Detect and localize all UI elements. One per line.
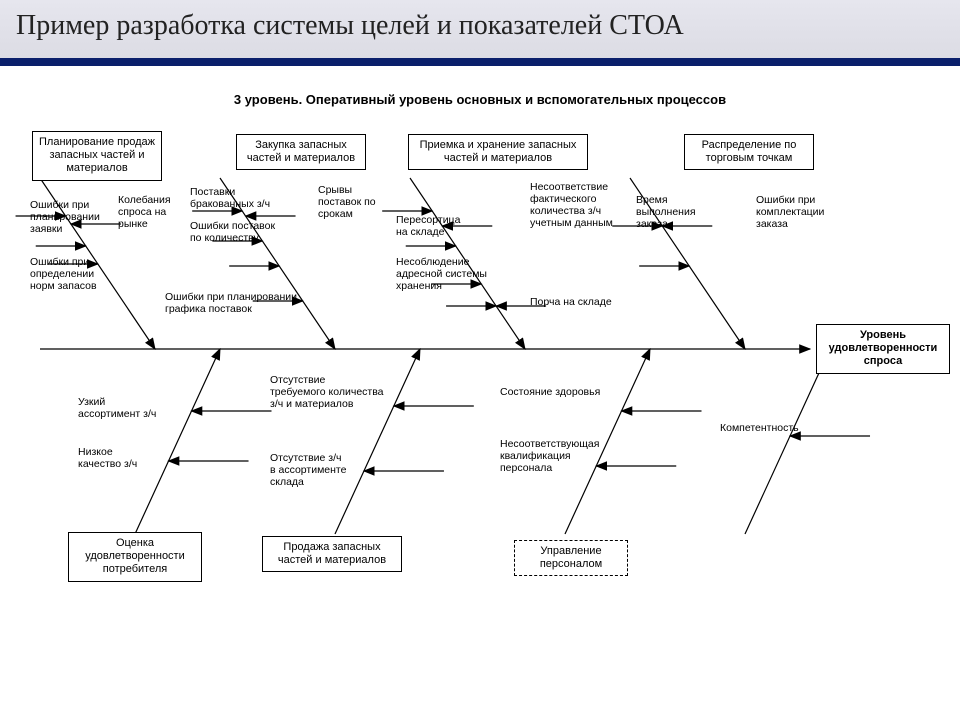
l3-1: Несоответствующая квалификация персонала <box>500 438 599 474</box>
u3l-1: Несоблюдение адресной системы хранения <box>396 256 487 292</box>
cat-box-evaluation: Оценка удовлетворенности потребителя <box>68 532 202 582</box>
u2r-0: Срывы поставок по срокам <box>318 184 376 220</box>
effect-box: Уровень удовлетворенности спроса <box>816 324 950 374</box>
cat-box-hr: Управление персоналом <box>514 540 628 576</box>
u2l-0: Поставки бракованных з/ч <box>190 186 270 210</box>
u3l-0: Пересортица на складе <box>396 214 460 238</box>
l1-1: Низкое качество з/ч <box>78 446 137 470</box>
u2l-1: Ошибки поставок по количеству <box>190 220 275 244</box>
title-bar: Пример разработка системы целей и показа… <box>0 0 960 66</box>
u1r-0: Колебания спроса на рынке <box>118 194 171 230</box>
cat-box-receiving: Приемка и хранение запасных частей и мат… <box>408 134 588 170</box>
l4-0: Компетентность <box>720 422 799 434</box>
cat-box-distribution: Распределение по торговым точкам <box>684 134 814 170</box>
u4r-0: Ошибки при комплектации заказа <box>756 194 824 230</box>
l3-0: Состояние здоровья <box>500 386 600 398</box>
l2-1: Отсутствие з/ч в ассортименте склада <box>270 452 346 488</box>
cat-box-planning: Планирование продаж запасных частей и ма… <box>32 131 162 181</box>
u3r-1: Порча на складе <box>530 296 612 308</box>
u4l-0: Время выполнения заказа <box>636 194 696 230</box>
cat-box-sales: Продажа запасных частей и материалов <box>262 536 402 572</box>
u2l-2: Ошибки при планировании графика поставок <box>165 291 297 315</box>
page-title: Пример разработка системы целей и показа… <box>0 0 960 42</box>
diagram-canvas: 3 уровень. Оперативный уровень основных … <box>0 66 960 716</box>
l1-0: Узкий ассортимент з/ч <box>78 396 156 420</box>
l2-0: Отсутствие требуемого количества з/ч и м… <box>270 374 384 410</box>
u1l-0: Ошибки при планировании заявки <box>30 199 100 235</box>
u3r-0: Несоответствие фактического количества з… <box>530 181 613 229</box>
cat-box-purchase: Закупка запасных частей и материалов <box>236 134 366 170</box>
u1l-1: Ошибки при определении норм запасов <box>30 256 97 292</box>
